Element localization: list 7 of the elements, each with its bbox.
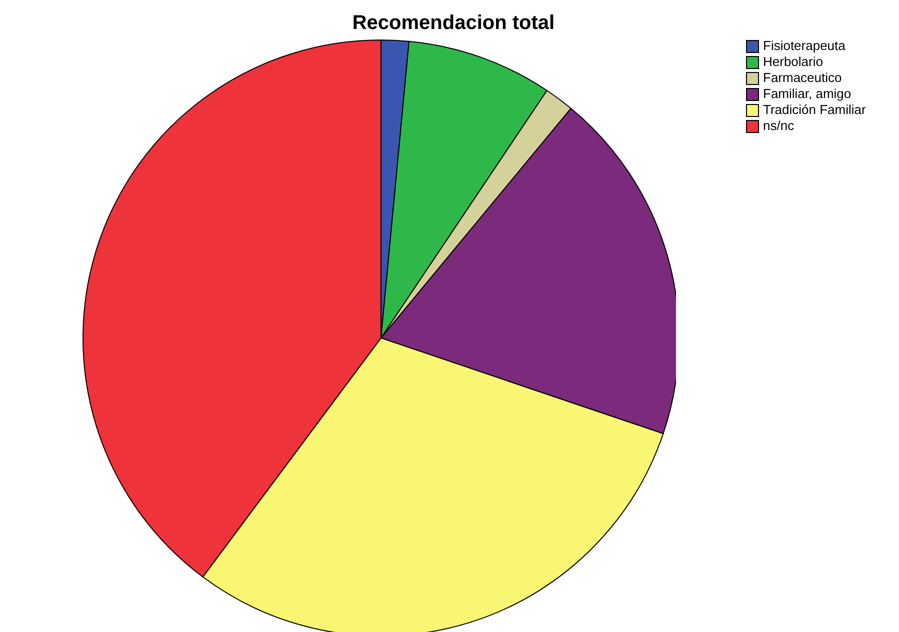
legend-label: Herbolario [763,54,823,70]
legend-label: Tradición Familiar [763,102,866,118]
legend-label: Fisioterapeuta [763,38,846,54]
legend-label: ns/nc [763,118,794,134]
chart-title: Recomendacion total [351,12,556,35]
legend-label: Familiar, amigo [763,86,852,102]
legend-label: Farmaceutico [763,70,842,86]
